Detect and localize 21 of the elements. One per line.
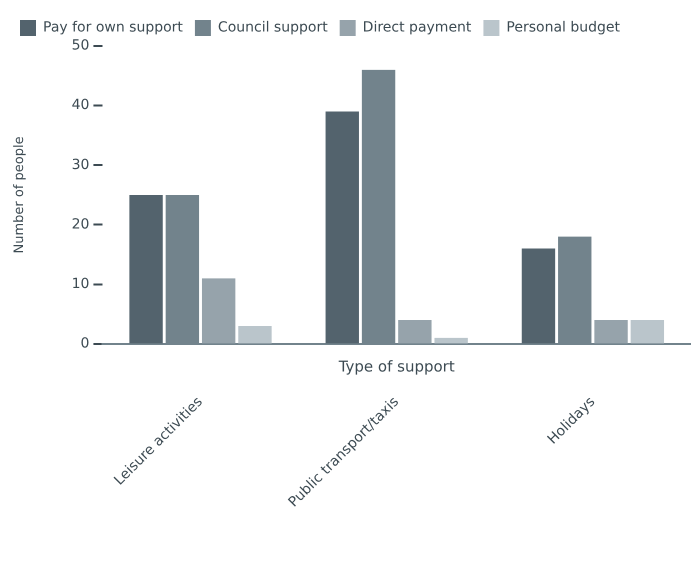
- legend-label: Direct payment: [362, 20, 472, 36]
- y-tick-label: 40: [72, 97, 90, 114]
- y-axis-title: Number of people: [12, 136, 28, 254]
- y-tick-label: 50: [72, 38, 90, 54]
- y-tick-label: 30: [72, 156, 90, 173]
- legend-label: Council support: [218, 20, 328, 36]
- x-axis-title: Type of support: [338, 357, 455, 376]
- legend-label: Pay for own support: [43, 20, 184, 36]
- y-tick-label: 20: [72, 216, 90, 232]
- bar: [202, 278, 236, 344]
- y-tick-label: 10: [72, 276, 90, 292]
- bar: [434, 338, 468, 344]
- bar: [594, 320, 628, 344]
- bar: [398, 320, 432, 344]
- bar: [129, 194, 163, 344]
- y-tick-label: 0: [80, 336, 90, 352]
- bar: [522, 248, 556, 344]
- bar: [326, 112, 359, 344]
- bar: [630, 320, 664, 344]
- bar: [238, 326, 272, 344]
- legend-label: Personal budget: [506, 20, 621, 36]
